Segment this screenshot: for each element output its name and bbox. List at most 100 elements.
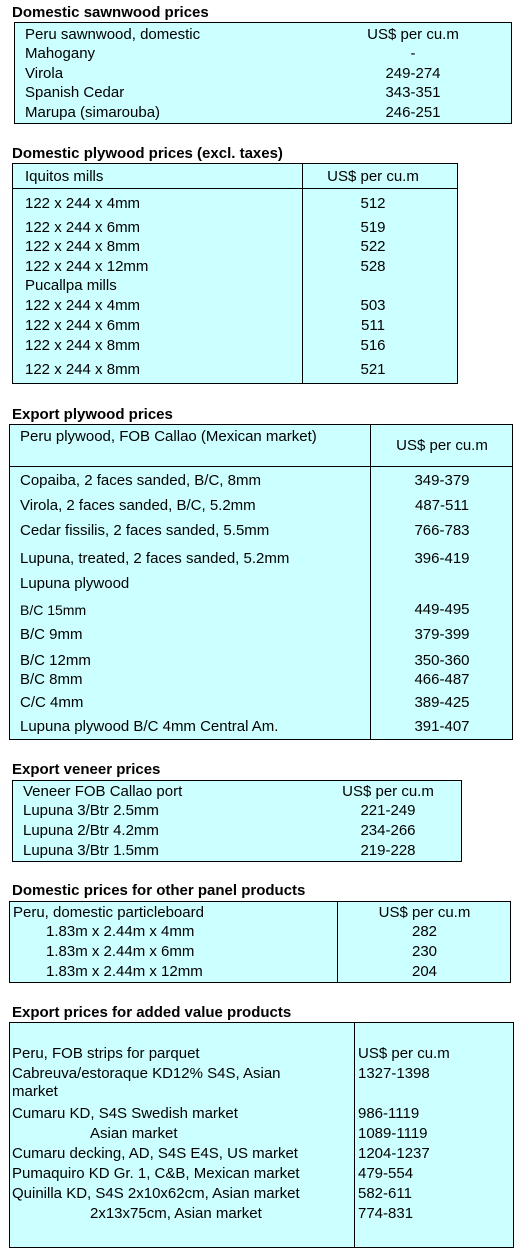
row-value: 528	[360, 258, 386, 275]
column-divider	[354, 1023, 355, 1247]
row-label: 122 x 244 x 8mm	[25, 238, 141, 255]
row-value: 487-511	[415, 497, 469, 514]
row-value: 219-228	[360, 842, 416, 859]
row-value: 516	[360, 337, 386, 354]
row-label: B/C 8mm	[20, 671, 83, 688]
row-value: 503	[360, 297, 386, 314]
row-label: 1.83m x 2.44m x 4mm	[46, 923, 195, 940]
row-value: 391-407	[414, 718, 470, 735]
row-label: 122 x 244 x 8mm	[25, 337, 141, 354]
row-label: 122 x 244 x 4mm	[25, 195, 141, 212]
row-value: 1327-1398	[358, 1065, 430, 1082]
row-value: 582-611	[358, 1185, 412, 1202]
row-label: Lupuna plywood B/C 4mm Central Am.	[20, 718, 279, 735]
row-label: Spanish Cedar	[25, 84, 125, 101]
column-divider	[370, 425, 371, 739]
header-price: US$ per cu.m	[327, 168, 419, 185]
row-value: 350-360	[414, 652, 470, 669]
row-value: 521	[360, 361, 386, 378]
column-divider	[337, 902, 338, 982]
row-value: -	[410, 45, 416, 62]
row-value: 221-249	[360, 802, 416, 819]
row-label: Copaiba, 2 faces sanded, B/C, 8mm	[20, 472, 261, 489]
row-value: 1204-1237	[358, 1145, 430, 1162]
header-product: Veneer FOB Callao port	[23, 783, 183, 800]
row-value: 230	[411, 943, 438, 960]
row-value: 986-1119	[358, 1105, 420, 1122]
row-label: Lupuna, treated, 2 faces sanded, 5.2mm	[20, 550, 290, 567]
section-title-sawnwood: Domestic sawnwood prices	[12, 4, 209, 21]
row-label: 122 x 244 x 6mm	[25, 317, 141, 334]
table-added-value: Peru, FOB strips for parquet US$ per cu.…	[9, 1022, 514, 1248]
header-price: US$ per cu.m	[342, 783, 434, 800]
row-value: 234-266	[360, 822, 416, 839]
row-label: 2x13x75cm, Asian market	[90, 1205, 262, 1222]
column-divider	[302, 164, 303, 383]
section-title-other-panels: Domestic prices for other panel products	[12, 882, 306, 899]
row-value: 766-783	[414, 522, 470, 539]
row-value: 282	[411, 923, 438, 940]
row-label: Cabreuva/estoraque KD12% S4S, Asian mark…	[12, 1065, 281, 1100]
row-label: Asian market	[90, 1125, 178, 1142]
section-title-added-value: Export prices for added value products	[12, 1004, 292, 1021]
row-label: 122 x 244 x 4mm	[25, 297, 141, 314]
header-product: Peru, domestic particleboard	[13, 904, 204, 921]
row-label: C/C 4mm	[20, 694, 84, 711]
header-price: US$ per cu.m	[396, 437, 488, 454]
section-title-export-plywood: Export plywood prices	[12, 406, 173, 423]
table-export-veneer: Veneer FOB Callao port US$ per cu.m Lupu…	[12, 780, 462, 862]
row-label: 1.83m x 2.44m x 12mm	[46, 963, 203, 980]
row-label: Quinilla KD, S4S 2x10x62cm, Asian market	[12, 1185, 300, 1202]
row-label: Cedar fissilis, 2 faces sanded, 5.5mm	[20, 522, 270, 539]
row-label: Lupuna 2/Btr 4.2mm	[23, 822, 159, 839]
table-other-panels: Peru, domestic particleboard US$ per cu.…	[9, 901, 511, 983]
row-value: 774-831	[358, 1205, 414, 1222]
row-label: Pucallpa mills	[25, 277, 117, 294]
row-value: 204	[411, 963, 438, 980]
header-product: Peru, FOB strips for parquet	[12, 1045, 200, 1062]
row-label: 122 x 244 x 8mm	[25, 361, 141, 378]
row-label: Cumaru decking, AD, S4S E4S, US market	[12, 1145, 298, 1162]
row-label: Lupuna plywood	[20, 575, 130, 592]
header-price: US$ per cu.m	[367, 26, 459, 43]
row-value: 1089-1119	[358, 1125, 428, 1142]
row-label: Mahogany	[25, 45, 96, 62]
row-value: 389-425	[414, 694, 470, 711]
row-label: B/C 12mm	[20, 652, 91, 669]
section-title-domestic-plywood: Domestic plywood prices (excl. taxes)	[12, 145, 283, 162]
header-divider	[13, 188, 457, 189]
header-divider	[10, 466, 512, 467]
row-value: 349-379	[414, 472, 470, 489]
row-label: Marupa (simarouba)	[25, 104, 161, 121]
header-product: Peru plywood, FOB Callao (Mexican market…	[20, 428, 317, 445]
table-domestic-plywood: Iquitos mills US$ per cu.m 122 x 244 x 4…	[12, 163, 458, 384]
row-value: 519	[360, 219, 386, 236]
row-label: Virola	[25, 65, 64, 82]
row-value: 449-495	[414, 601, 470, 618]
row-label: 1.83m x 2.44m x 6mm	[46, 943, 195, 960]
header-price: US$ per cu.m	[378, 904, 471, 921]
row-value: 512	[360, 195, 386, 212]
row-label: Virola, 2 faces sanded, B/C, 5.2mm	[20, 497, 256, 514]
row-value: 396-419	[414, 550, 470, 567]
section-title-export-veneer: Export veneer prices	[12, 761, 161, 778]
row-value: 511	[361, 317, 385, 334]
row-value: 379-399	[414, 626, 470, 643]
row-label: Pumaquiro KD Gr. 1, C&B, Mexican market	[12, 1165, 300, 1182]
row-label: Lupuna 3/Btr 2.5mm	[23, 802, 159, 819]
row-value: 343-351	[385, 84, 441, 101]
row-label: 122 x 244 x 6mm	[25, 219, 141, 236]
header-product: Iquitos mills	[25, 168, 104, 185]
header-product: Peru sawnwood, domestic	[25, 26, 201, 43]
row-value: 522	[360, 238, 386, 255]
row-label: Cumaru KD, S4S Swedish market	[12, 1105, 238, 1122]
row-label: B/C 9mm	[20, 626, 83, 643]
row-label: 122 x 244 x 12mm	[25, 258, 149, 275]
row-value: 249-274	[385, 65, 441, 82]
table-export-plywood: Peru plywood, FOB Callao (Mexican market…	[9, 424, 513, 740]
row-label: B/C 15mm	[20, 602, 87, 618]
row-value: 479-554	[358, 1165, 414, 1182]
row-value: 246-251	[385, 104, 441, 121]
row-label: Lupuna 3/Btr 1.5mm	[23, 842, 159, 859]
row-value: 466-487	[414, 671, 470, 688]
